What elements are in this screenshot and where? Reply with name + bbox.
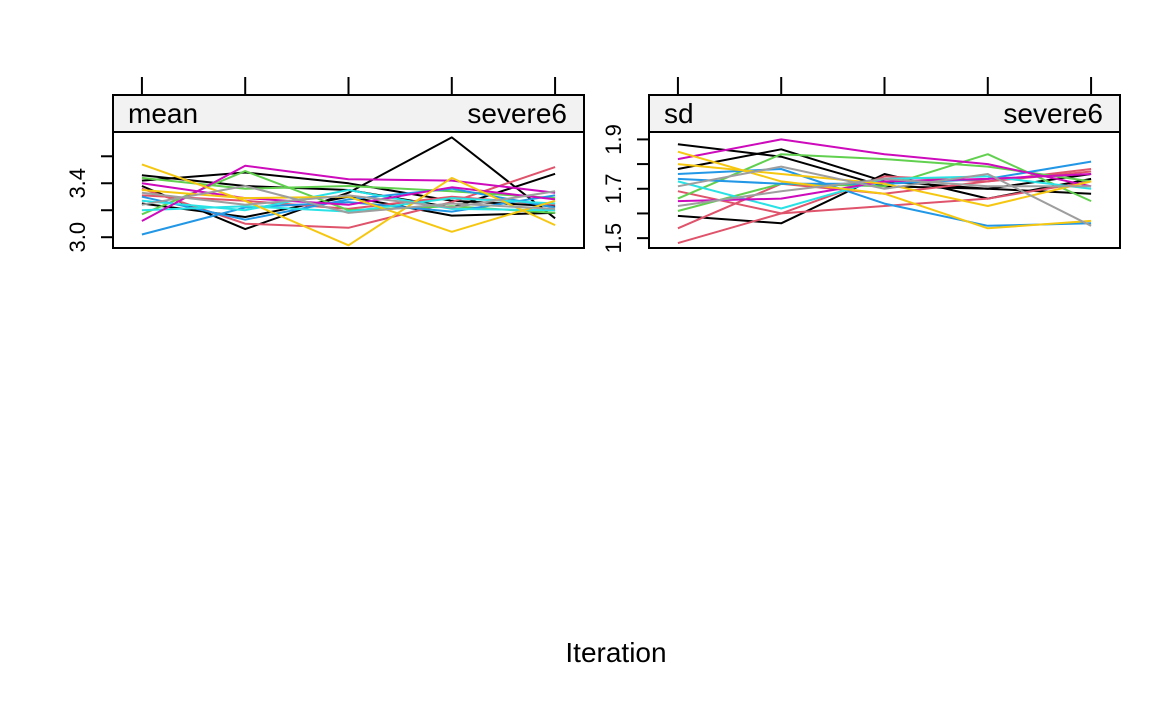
y-axis-sd: 1.5 1.7 1.9 (601, 124, 649, 253)
series-line-sd-5 (677, 180, 1092, 215)
series-line-mean-16 (141, 189, 556, 233)
y-tick-label-sd: 1.7 (601, 173, 626, 204)
series-line-mean-1 (141, 136, 556, 231)
panel-mean: mean severe6 3.0 3.4 (65, 77, 585, 253)
series-line-mean-10 (141, 187, 556, 221)
y-tick-label-mean: 3.4 (65, 168, 90, 199)
series-line-mean-12 (141, 189, 556, 212)
series-line-mean-13 (141, 164, 556, 222)
plot-frame-mean (112, 131, 585, 249)
series-line-sd-17 (677, 177, 1092, 207)
y-axis-mean: 3.0 3.4 (65, 155, 113, 253)
series-group-mean (141, 136, 556, 247)
strip-mean (112, 94, 585, 133)
plot-frame-sd (648, 131, 1121, 249)
strip-sd (648, 94, 1121, 133)
x-axis-label: Iteration (565, 637, 666, 668)
y-tick-label-sd: 1.9 (601, 124, 626, 155)
strip-label-right-sd: severe6 (1003, 98, 1103, 129)
strip-label-right-mean: severe6 (467, 98, 567, 129)
series-line-mean-15 (141, 163, 556, 247)
y-tick-label-sd: 1.5 (601, 223, 626, 254)
series-line-sd-15 (677, 163, 1092, 207)
series-line-sd-8 (677, 153, 1092, 212)
strip-label-left-sd: sd (664, 98, 694, 129)
y-tick-label-mean: 3.0 (65, 222, 90, 253)
series-line-mean-18 (141, 190, 556, 209)
top-x-ticks-mean (140, 77, 557, 95)
series-group-sd (677, 138, 1092, 245)
strip-label-left-mean: mean (128, 98, 198, 129)
panel-sd: sd severe6 1.5 1.7 1.9 (601, 77, 1121, 253)
top-x-ticks-sd (676, 77, 1093, 95)
series-line-mean-17 (141, 185, 556, 214)
series-line-sd-13 (677, 173, 1092, 203)
series-line-sd-12 (677, 138, 1092, 188)
series-line-sd-16 (677, 165, 1092, 227)
